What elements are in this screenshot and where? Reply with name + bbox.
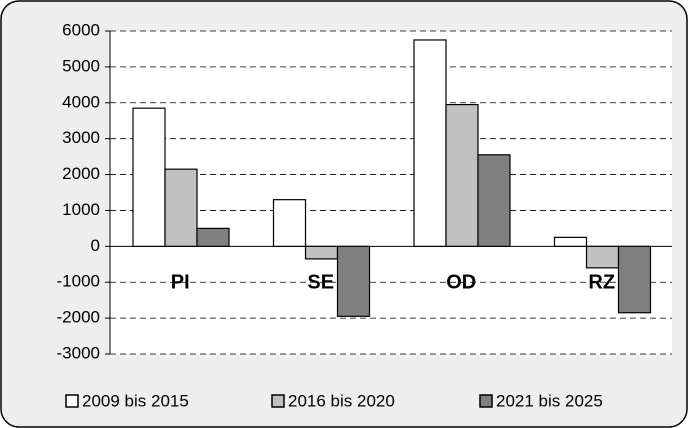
bar xyxy=(445,103,479,247)
y-tick-label: 5000 xyxy=(62,56,100,75)
y-tick-label: 1000 xyxy=(62,200,100,219)
x-tick-label: PI xyxy=(171,271,190,293)
y-tick-label: 2000 xyxy=(62,164,100,183)
y-tick-label: 3000 xyxy=(62,128,100,147)
bar xyxy=(132,107,166,247)
bar xyxy=(413,39,447,247)
plot-area xyxy=(110,31,672,354)
legend-swatch xyxy=(271,394,285,408)
legend-label: 2009 bis 2015 xyxy=(82,391,189,410)
y-tick-label: -3000 xyxy=(57,343,100,362)
y-tick-label: 6000 xyxy=(62,20,100,39)
legend-swatch xyxy=(65,394,79,408)
bar xyxy=(585,245,620,269)
bar xyxy=(164,168,198,247)
legend-label: 2021 bis 2025 xyxy=(496,391,603,410)
x-tick-label: RZ xyxy=(588,271,615,293)
bar xyxy=(553,236,588,247)
y-tick-label: 4000 xyxy=(62,92,100,111)
legend-swatch xyxy=(479,394,493,408)
bar xyxy=(477,154,511,247)
bar xyxy=(336,245,371,317)
bar xyxy=(617,245,652,314)
y-tick-label: 0 xyxy=(91,236,100,255)
y-tick-label: -2000 xyxy=(57,308,100,327)
x-tick-label: OD xyxy=(446,271,476,293)
bar xyxy=(196,227,230,247)
bar xyxy=(304,245,339,260)
y-tick-label: -1000 xyxy=(57,272,100,291)
x-tick-label: SE xyxy=(307,271,334,293)
legend-label: 2016 bis 2020 xyxy=(288,391,395,410)
bar xyxy=(272,199,307,247)
